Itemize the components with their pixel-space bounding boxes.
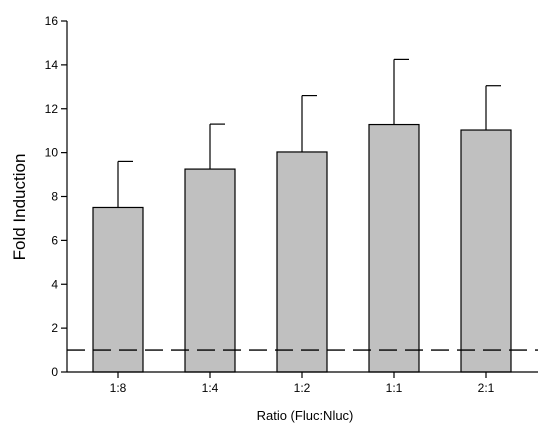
y-tick-label: 16 xyxy=(45,14,59,28)
y-tick-label: 4 xyxy=(51,277,58,291)
y-tick-label: 12 xyxy=(45,102,59,116)
x-tick-label: 1:4 xyxy=(202,381,219,395)
bar-1-8 xyxy=(92,206,144,373)
bars-group xyxy=(92,123,512,373)
bar-2-1 xyxy=(460,129,512,373)
x-tick-label: 1:8 xyxy=(110,381,127,395)
x-axis-ticks: 1:8 1:4 1:2 1:1 2:1 xyxy=(110,372,495,395)
x-tick-label: 1:2 xyxy=(294,381,311,395)
bar-1-2 xyxy=(276,151,328,373)
bar-1-1 xyxy=(368,123,420,373)
y-tick-label: 0 xyxy=(51,365,58,379)
y-axis-title: Fold Induction xyxy=(10,154,29,261)
y-tick-label: 6 xyxy=(51,233,58,247)
bar-1-4 xyxy=(184,168,236,373)
x-tick-label: 1:1 xyxy=(386,381,403,395)
x-axis-title: Ratio (Fluc:Nluc) xyxy=(257,408,354,423)
y-tick-label: 14 xyxy=(45,58,59,72)
x-tick-label: 2:1 xyxy=(478,381,495,395)
y-tick-label: 8 xyxy=(51,190,58,204)
y-tick-label: 2 xyxy=(51,321,58,335)
y-tick-label: 10 xyxy=(45,146,59,160)
error-bars-group xyxy=(117,58,501,208)
y-axis-ticks: 0 2 4 6 8 10 12 14 16 xyxy=(45,14,67,379)
